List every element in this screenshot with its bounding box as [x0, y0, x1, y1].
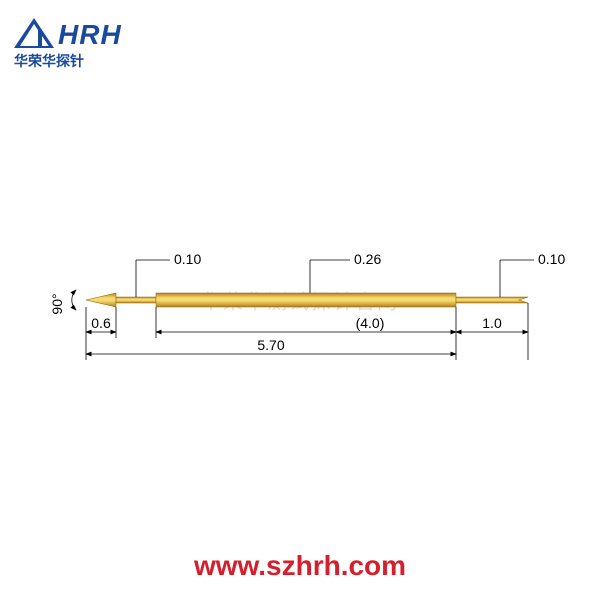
tail-len-dim: 1.0 — [456, 315, 528, 332]
website-url[interactable]: www.szhrh.com — [194, 550, 406, 582]
dia-1-label: 0.10 — [174, 251, 201, 267]
body-len-label: 5.70 — [257, 337, 284, 353]
angle-callout: 90° — [49, 290, 76, 315]
dia-3-callout: 0.10 — [500, 251, 565, 297]
dia-2-label: 0.26 — [354, 251, 381, 267]
dia-3-label: 0.10 — [538, 251, 565, 267]
dia-2-callout: 0.26 — [310, 251, 381, 293]
tip-len-dim: 0.6 — [86, 315, 116, 332]
body-len-dim: 5.70 — [86, 337, 456, 354]
probe-shape — [86, 293, 530, 307]
inner-len-dim: (4.0) — [156, 307, 456, 338]
dia-1-callout: 0.10 — [136, 251, 201, 297]
probe-diagram: 90° 0.10 0.26 0.10 0.6 (4.0) 1.0 — [0, 0, 600, 600]
inner-len-label: (4.0) — [356, 315, 385, 331]
tail-len-label: 1.0 — [482, 315, 502, 331]
tip-len-label: 0.6 — [91, 315, 111, 331]
angle-label: 90° — [49, 293, 65, 314]
